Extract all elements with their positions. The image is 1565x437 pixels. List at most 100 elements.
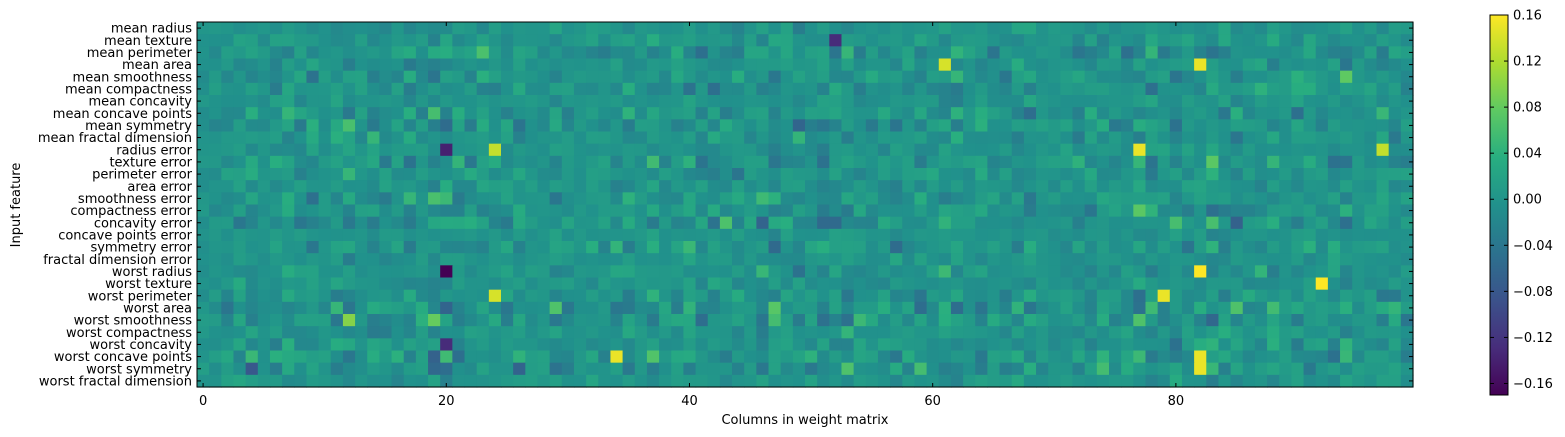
heatmap-cell	[379, 82, 393, 96]
heatmap-cell	[963, 70, 976, 84]
heatmap-cell	[1388, 143, 1402, 157]
heatmap-cell	[1169, 204, 1183, 218]
heatmap-cell	[537, 253, 551, 266]
heatmap-cell	[549, 180, 563, 193]
heatmap-cell	[1242, 34, 1256, 47]
heatmap-cell	[1327, 168, 1341, 181]
heatmap-cell	[1218, 216, 1232, 230]
heatmap-cell	[221, 374, 235, 388]
heatmap-cell	[1023, 301, 1037, 315]
heatmap-cell	[829, 241, 843, 254]
heatmap-cell	[318, 143, 332, 157]
heatmap-cell	[950, 228, 964, 242]
heatmap-cell	[1181, 314, 1195, 327]
heatmap-cell	[841, 34, 855, 47]
heatmap-cell	[537, 265, 551, 279]
heatmap-cell	[999, 350, 1013, 364]
heatmap-cell	[1376, 155, 1390, 169]
heatmap-cell	[975, 119, 988, 133]
heatmap-cell	[1194, 216, 1207, 230]
heatmap-cell	[683, 350, 697, 364]
heatmap-cell	[732, 265, 745, 279]
heatmap-cell	[792, 22, 806, 35]
heatmap-cell	[537, 46, 551, 60]
heatmap-cell	[792, 131, 806, 145]
heatmap-cell	[1242, 143, 1256, 157]
heatmap-cell	[488, 241, 502, 254]
heatmap-cell	[403, 34, 417, 47]
heatmap-cell	[1303, 95, 1317, 108]
heatmap-cell	[1036, 119, 1049, 133]
heatmap-cell	[1072, 70, 1086, 84]
heatmap-cell	[1157, 22, 1171, 35]
heatmap-cell	[1145, 362, 1159, 376]
heatmap-cell	[367, 265, 380, 279]
heatmap-cell	[1096, 241, 1110, 254]
heatmap-cell	[257, 253, 271, 266]
heatmap-cell	[488, 168, 502, 181]
heatmap-cell	[1267, 338, 1280, 352]
heatmap-cell	[865, 350, 879, 364]
heatmap-cell	[330, 350, 344, 364]
heatmap-cell	[330, 70, 344, 84]
heatmap-cell	[209, 204, 222, 218]
heatmap-cell	[877, 289, 891, 303]
heatmap-cell	[1181, 204, 1195, 218]
heatmap-cell	[792, 289, 806, 303]
heatmap-cell	[1388, 34, 1402, 47]
heatmap-cell	[926, 326, 940, 339]
heatmap-cell	[573, 46, 587, 60]
heatmap-cell	[768, 253, 782, 266]
heatmap-cell	[440, 338, 453, 352]
heatmap-cell	[1133, 326, 1147, 339]
heatmap-cell	[841, 180, 855, 193]
heatmap-cell	[646, 155, 660, 169]
heatmap-cell	[975, 253, 988, 266]
heatmap-cell	[257, 216, 271, 230]
colorbar-tick-label: −0.12	[1513, 331, 1553, 346]
heatmap-cell	[622, 204, 636, 218]
heatmap-cell	[282, 143, 295, 157]
y-tick-label: worst area	[123, 301, 192, 316]
heatmap-cell	[209, 95, 222, 108]
heatmap-cell	[1060, 277, 1074, 291]
heatmap-cell	[805, 58, 818, 72]
heatmap-cell	[1376, 265, 1390, 279]
heatmap-cell	[1364, 289, 1378, 303]
heatmap-cell	[513, 338, 526, 352]
heatmap-cell	[1242, 192, 1256, 206]
y-tick-label: fractal dimension error	[43, 253, 192, 268]
heatmap-cell	[598, 155, 612, 169]
heatmap-cell	[598, 265, 612, 279]
heatmap-cell	[245, 228, 259, 242]
heatmap-cell	[1279, 204, 1292, 218]
heatmap-cell	[391, 46, 405, 60]
heatmap-cell	[209, 216, 222, 230]
heatmap-cell	[464, 107, 478, 120]
heatmap-cell	[1145, 374, 1159, 388]
heatmap-cell	[877, 204, 891, 218]
heatmap-cell	[1218, 301, 1232, 315]
heatmap-cell	[1023, 314, 1037, 327]
heatmap-cell	[598, 326, 612, 339]
heatmap-cell	[391, 119, 405, 133]
heatmap-cell	[1242, 362, 1256, 376]
heatmap-cell	[1121, 180, 1134, 193]
heatmap-cell	[671, 143, 684, 157]
heatmap-cell	[257, 34, 271, 47]
heatmap-cell	[1388, 180, 1402, 193]
heatmap-cell	[756, 362, 770, 376]
heatmap-cell	[756, 277, 770, 291]
heatmap-cell	[805, 362, 818, 376]
heatmap-cell	[999, 107, 1013, 120]
heatmap-cell	[732, 107, 745, 120]
heatmap-cell	[1291, 204, 1305, 218]
heatmap-cell	[1023, 180, 1037, 193]
heatmap-cell	[452, 168, 466, 181]
heatmap-cell	[938, 58, 952, 72]
heatmap-cell	[209, 46, 222, 60]
heatmap-cell	[841, 265, 855, 279]
heatmap-cell	[452, 314, 466, 327]
heatmap-cell	[598, 362, 612, 376]
heatmap-cell	[707, 314, 721, 327]
